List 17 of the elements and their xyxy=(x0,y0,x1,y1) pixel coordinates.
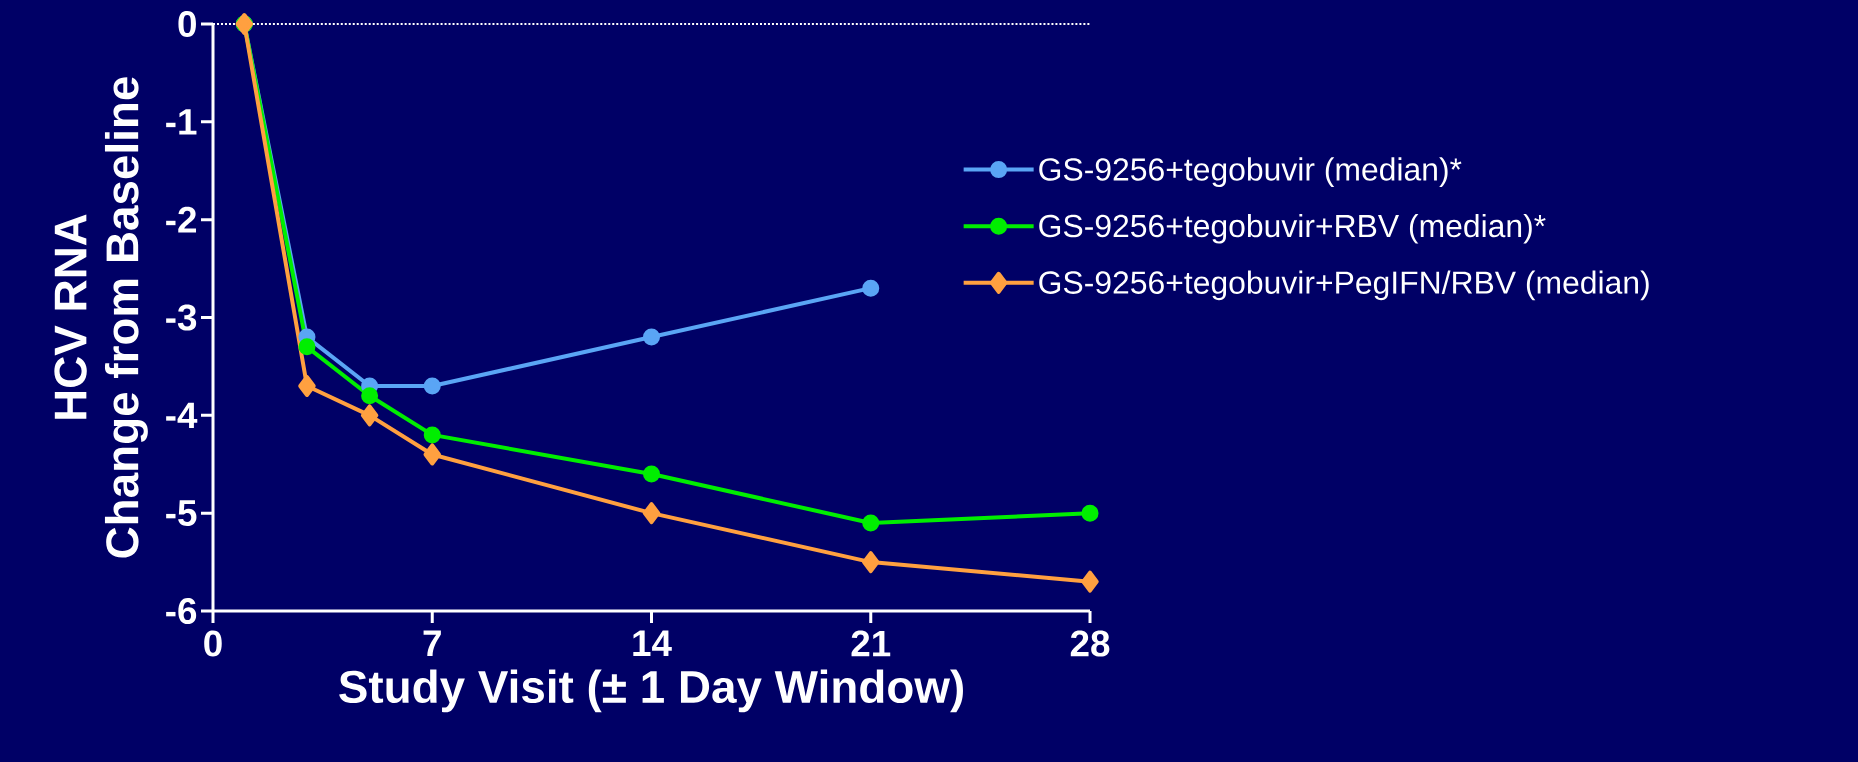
legend-label: GS-9256+tegobuvir+RBV (median)* xyxy=(1039,213,1546,244)
x-axis-title: Study Visit (± 1 Day Window) xyxy=(339,669,963,713)
y-tick-label: -6 xyxy=(166,597,197,625)
y-tick-label: -1 xyxy=(166,109,197,135)
y-tick-label: -5 xyxy=(166,500,197,527)
y-tick-label: -3 xyxy=(166,304,197,331)
x-tick-label: 28 xyxy=(1070,630,1110,657)
y-tick-label: -4 xyxy=(166,402,198,429)
y-tick-label: 0 xyxy=(178,10,196,38)
x-tick-label: 7 xyxy=(423,630,441,656)
x-tick-label: 21 xyxy=(851,630,891,657)
x-tick-label: 0 xyxy=(204,630,222,657)
y-tick-label: -2 xyxy=(166,206,197,233)
legend-label: GS-9256+tegobuvir+PegIFN/RBV (median) xyxy=(1039,270,1649,301)
x-tick-label: 14 xyxy=(633,630,672,656)
y-axis-title: HCV RNA Change from Baseline xyxy=(54,77,148,558)
legend-label: GS-9256+tegobuvir (median)* xyxy=(1039,157,1462,188)
